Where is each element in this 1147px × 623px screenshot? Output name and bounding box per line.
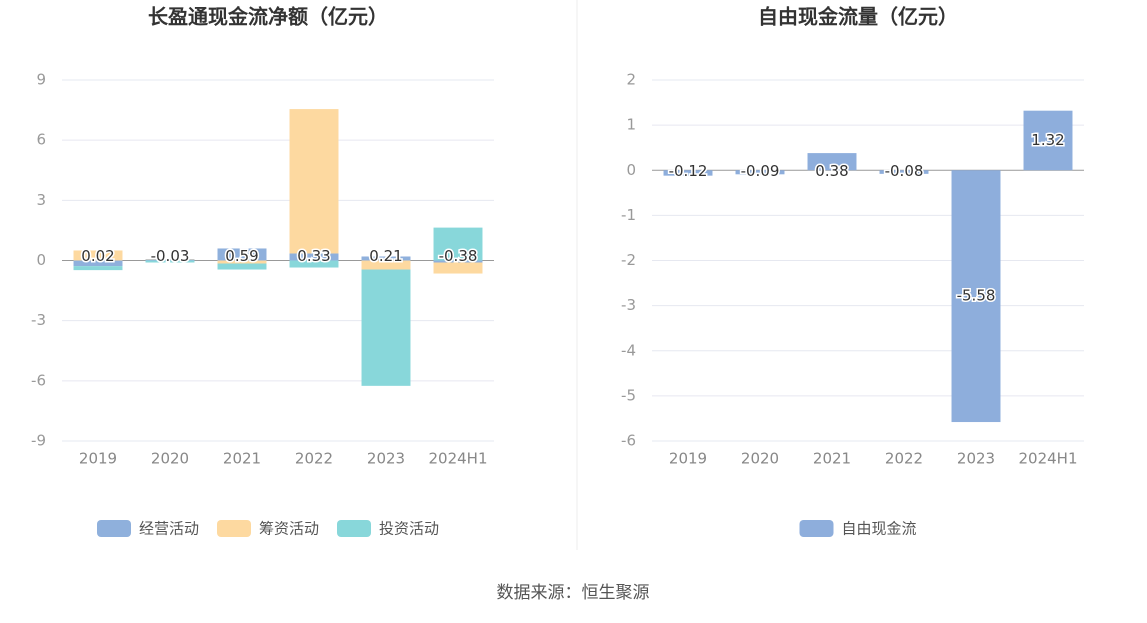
x-tick-label: 2022 (295, 450, 333, 468)
y-tick-label: -6 (31, 371, 46, 389)
total-label: 0.33 (297, 247, 330, 265)
legend-swatch (800, 520, 834, 537)
y-tick-label: -9 (31, 432, 46, 450)
x-tick-label: 2024H1 (1019, 450, 1078, 468)
value-label: 0.38 (815, 162, 848, 180)
value-label: -0.09 (741, 162, 780, 180)
legend-label: 自由现金流 (842, 520, 917, 538)
bar (74, 266, 123, 270)
y-tick-label: 0 (36, 251, 46, 269)
x-tick-label: 2021 (813, 450, 851, 468)
legend-label: 投资活动 (379, 520, 439, 538)
chart-title: 自由现金流量（亿元） (758, 5, 958, 29)
value-label: -0.08 (885, 162, 924, 180)
x-tick-label: 2022 (885, 450, 923, 468)
y-tick-label: 3 (36, 191, 46, 209)
chart-title: 长盈通现金流净额（亿元） (148, 5, 388, 29)
x-tick-label: 2019 (669, 450, 707, 468)
value-label: -5.58 (957, 287, 996, 305)
x-tick-label: 2020 (151, 450, 189, 468)
value-label: 1.32 (1031, 131, 1064, 149)
x-tick-label: 2023 (957, 450, 995, 468)
y-tick-label: 0 (626, 161, 636, 179)
source-note: 数据来源：恒生聚源 (497, 583, 650, 603)
x-tick-label: 2019 (79, 450, 117, 468)
y-tick-label: -1 (621, 206, 636, 224)
bar (290, 109, 339, 253)
y-tick-label: -5 (621, 386, 636, 404)
y-tick-label: -3 (621, 296, 636, 314)
y-tick-label: 1 (626, 116, 636, 134)
y-tick-label: -3 (31, 311, 46, 329)
total-label: 0.59 (225, 247, 258, 265)
y-tick-label: -4 (621, 341, 636, 359)
total-label: 0.02 (81, 247, 114, 265)
y-tick-label: -2 (621, 251, 636, 269)
total-label: -0.03 (151, 247, 190, 265)
y-tick-label: 6 (36, 131, 46, 149)
legend-label: 筹资活动 (259, 520, 319, 538)
x-tick-label: 2023 (367, 450, 405, 468)
legend-swatch (337, 520, 371, 537)
x-tick-label: 2021 (223, 450, 261, 468)
y-tick-label: -6 (621, 432, 636, 450)
x-tick-label: 2024H1 (429, 450, 488, 468)
total-label: 0.21 (369, 247, 402, 265)
value-label: -0.12 (669, 162, 708, 180)
total-label: -0.38 (439, 247, 478, 265)
x-tick-label: 2020 (741, 450, 779, 468)
legend-swatch (97, 520, 131, 537)
y-tick-label: 9 (36, 71, 46, 89)
bar (362, 270, 411, 386)
legend-label: 经营活动 (139, 520, 199, 538)
y-tick-label: 2 (626, 71, 636, 89)
legend-swatch (217, 520, 251, 537)
